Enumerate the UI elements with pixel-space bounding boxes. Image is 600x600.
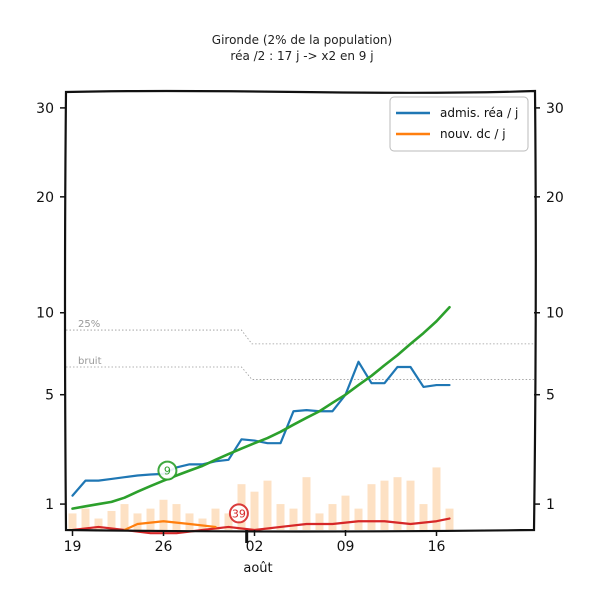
marker-badge	[228, 503, 249, 524]
threshold-line	[66, 329, 534, 345]
noise-bar	[354, 508, 363, 530]
series-line	[123, 520, 217, 532]
noise-bar	[406, 480, 415, 530]
marker-label: 9	[164, 465, 171, 478]
plot-frame	[63, 89, 537, 533]
y-tick-label-right: 20	[546, 190, 564, 206]
legend: admis. réa / j nouv. dc / j	[389, 96, 529, 152]
noise-bar	[276, 504, 285, 530]
noise-bar	[341, 495, 350, 530]
x-axis-label: août	[243, 561, 272, 576]
noise-bar	[81, 508, 90, 530]
chart-title: Gironde (2% de la population)	[212, 33, 392, 47]
y-tick-label-left: 10	[36, 306, 54, 322]
noise-bar	[172, 504, 181, 530]
y-tick-label-right: 5	[546, 388, 555, 404]
noise-bar	[68, 513, 77, 530]
noise-bar	[419, 504, 428, 530]
noise-bar	[367, 484, 376, 530]
noise-bar	[432, 467, 441, 530]
noise-bar	[198, 518, 207, 530]
noise-bar	[263, 480, 272, 530]
noise-bar	[393, 477, 402, 530]
y-tick-label-right: 10	[546, 306, 564, 322]
noise-bar	[211, 508, 220, 530]
noise-bar	[146, 508, 155, 530]
y-tick-label-left: 5	[45, 388, 54, 404]
y-tick-label-right: 30	[546, 101, 564, 117]
y-tick-label-left: 30	[36, 101, 54, 117]
noise-bar	[250, 491, 259, 530]
noise-bar	[185, 513, 194, 530]
legend-label: admis. réa / j	[440, 106, 518, 120]
noise-bar	[107, 510, 116, 530]
noise-bar	[133, 513, 142, 530]
threshold-label: 25%	[78, 319, 100, 330]
x-tick-label: 09	[337, 539, 355, 555]
noise-bar	[159, 499, 168, 530]
legend-label: nouv. dc / j	[440, 127, 506, 141]
y-tick-label-left: 20	[36, 190, 54, 206]
noise-bar	[315, 513, 324, 530]
chart-subtitle: réa /2 : 17 j -> x2 en 9 j	[230, 49, 373, 63]
noise-bar	[94, 518, 103, 530]
noise-bar	[328, 504, 337, 530]
threshold-line	[66, 366, 534, 380]
series-line	[71, 360, 451, 497]
noise-bar	[224, 513, 233, 530]
axes: 1 5 10 20 30 1 5 10 20 30 19 26 02 09 16	[36, 101, 564, 555]
threshold-label: bruit	[78, 356, 102, 367]
legend-box	[389, 96, 529, 152]
plot-area: 25% bruit 9 39	[66, 305, 534, 535]
x-tick-label: 19	[64, 539, 82, 555]
x-tick-label: 02	[246, 539, 264, 555]
y-tick-label-right: 1	[546, 497, 555, 513]
marker-badge	[157, 460, 178, 481]
series-line	[71, 305, 451, 510]
noise-bar	[289, 508, 298, 530]
noise-bar	[302, 477, 311, 530]
y-tick-label-left: 1	[45, 497, 54, 513]
x-tick-label: 16	[428, 539, 446, 555]
marker-label: 39	[232, 507, 246, 520]
noise-bar	[380, 480, 389, 530]
noise-bar	[120, 504, 129, 530]
x-tick-label: 26	[155, 539, 173, 555]
